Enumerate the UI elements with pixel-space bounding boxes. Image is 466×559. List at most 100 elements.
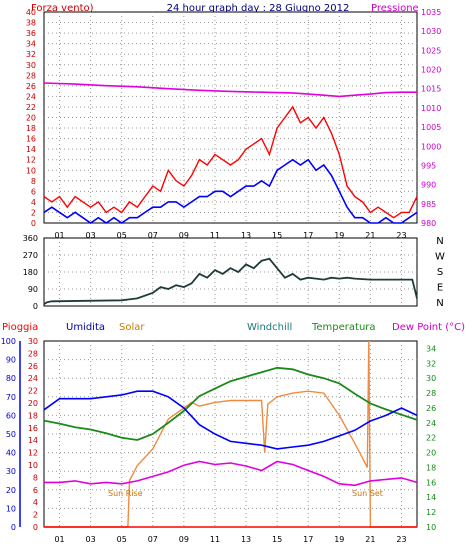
wind-speed-tick-label: 6 xyxy=(31,187,36,196)
humidity-tick-label: 30 xyxy=(6,467,16,476)
wind-speed-tick-label: 34 xyxy=(26,40,36,49)
pressure-tick-label: 1010 xyxy=(421,104,441,113)
direction-plot-area xyxy=(43,237,418,307)
temperature-ticks: 10 12 14 16 18 20 22 24 26 28 30 32 34 xyxy=(426,344,436,532)
wind-speed-tick-label: 18 xyxy=(26,124,36,133)
rain-tick-label: 18 xyxy=(28,411,38,420)
climate-plot-area xyxy=(43,340,418,528)
pressure-tick-label: 995 xyxy=(421,161,436,170)
pressure-tick-label: 980 xyxy=(421,219,436,228)
wind-speed-tick-label: 40 xyxy=(26,8,36,17)
wind-series xyxy=(43,82,418,224)
temperature-tick-label: 22 xyxy=(426,434,436,443)
compass-label: N xyxy=(436,298,443,309)
direction-tick-label: 0 xyxy=(33,302,38,311)
solar-line xyxy=(44,340,417,528)
hour-tick-label: 03 xyxy=(86,535,96,544)
wind-speed-tick-label: 32 xyxy=(26,50,36,59)
wind-gust-line xyxy=(43,105,418,219)
humidity-tick-label: 0 xyxy=(11,523,16,532)
wind-speed-tick-label: 26 xyxy=(26,82,36,91)
rain-tick-label: 28 xyxy=(28,349,38,358)
wind-speed-tick-label: 38 xyxy=(26,19,36,28)
pressure-tick-label: 1000 xyxy=(421,142,441,151)
temperature-tick-label: 26 xyxy=(426,404,436,413)
dewpoint-line xyxy=(44,460,418,487)
humidity-line xyxy=(43,390,418,450)
hour-tick-label: 17 xyxy=(303,231,313,240)
humidity-axis-label: Umidita xyxy=(66,322,105,333)
rain-tick-label: 16 xyxy=(28,424,38,433)
temperature-tick-label: 24 xyxy=(426,419,436,428)
humidity-tick-label: 10 xyxy=(6,504,16,513)
pressure-axis-label: Pressione xyxy=(371,3,419,14)
hour-tick-label: 11 xyxy=(210,231,220,240)
wind-speed-tick-label: 14 xyxy=(26,145,36,154)
hour-tick-label: 23 xyxy=(396,231,406,240)
hour-tick-label: 11 xyxy=(210,535,220,544)
pressure-ticks: 980 985 990 995 1000 1005 1010 1015 1020 1025 1030… xyxy=(421,8,441,228)
compass-label: E xyxy=(437,283,443,294)
wind-speed-tick-label: 10 xyxy=(26,166,36,175)
wind-direction-line xyxy=(43,257,418,305)
pressure-tick-label: 1005 xyxy=(421,123,441,132)
temperature-tick-label: 14 xyxy=(426,493,436,502)
hour-tick-label: 17 xyxy=(303,535,313,544)
rain-tick-label: 24 xyxy=(28,374,38,383)
wind-speed-tick-label: 2 xyxy=(31,208,36,217)
humidity-ticks: 0 10 20 30 40 50 60 70 80 90 100 xyxy=(1,337,16,532)
wind-hour-ticks: 01 03 05 07 09 11 13 15 17 19 21 23 xyxy=(54,231,406,240)
sunrise-annotation: Sun Rise xyxy=(108,489,143,498)
climate-hour-ticks: 01 03 05 07 09 11 13 15 17 19 21 23 xyxy=(54,535,406,544)
pressure-tick-label: 990 xyxy=(421,181,436,190)
hour-tick-label: 03 xyxy=(86,231,96,240)
direction-series xyxy=(43,257,418,305)
rain-tick-label: 0 xyxy=(33,523,38,532)
wind-speed-tick-label: 36 xyxy=(26,29,36,38)
hour-tick-label: 07 xyxy=(148,535,158,544)
wind-plot-area xyxy=(43,11,418,224)
compass-label: W xyxy=(435,252,445,263)
pressure-tick-label: 985 xyxy=(421,200,436,209)
direction-tick-label: 270 xyxy=(23,251,38,260)
pressure-tick-label: 1030 xyxy=(421,27,441,36)
direction-grid xyxy=(44,238,417,306)
hour-tick-label: 13 xyxy=(241,535,251,544)
temperature-line xyxy=(43,366,418,441)
hour-tick-label: 13 xyxy=(241,231,251,240)
direction-tick-label: 180 xyxy=(23,268,38,277)
wind-speed-tick-label: 28 xyxy=(26,71,36,80)
hour-tick-label: 19 xyxy=(334,231,344,240)
pressure-tick-label: 1025 xyxy=(421,46,441,55)
humidity-tick-label: 80 xyxy=(6,374,16,383)
temperature-axis-label: Temperatura xyxy=(311,322,376,333)
wind-speed-tick-label: 30 xyxy=(26,61,36,70)
rain-tick-label: 6 xyxy=(33,486,38,495)
humidity-tick-label: 100 xyxy=(1,337,16,346)
humidity-tick-label: 50 xyxy=(6,430,16,439)
sunset-annotation: Sun Set xyxy=(352,489,383,498)
hour-tick-label: 01 xyxy=(54,231,64,240)
temperature-tick-label: 16 xyxy=(426,478,436,487)
humidity-tick-label: 20 xyxy=(6,486,16,495)
climate-series xyxy=(43,340,418,528)
hour-tick-label: 15 xyxy=(272,231,282,240)
hour-tick-label: 15 xyxy=(272,535,282,544)
wind-speed-tick-label: 16 xyxy=(26,135,36,144)
humidity-tick-label: 60 xyxy=(6,411,16,420)
hour-tick-label: 01 xyxy=(54,535,64,544)
temperature-tick-label: 10 xyxy=(426,523,436,532)
wind-speed-tick-label: 22 xyxy=(26,103,36,112)
wind-speed-tick-label: 20 xyxy=(26,114,36,123)
wind-speed-tick-label: 4 xyxy=(31,198,36,207)
direction-tick-label: 360 xyxy=(23,234,38,243)
rain-tick-label: 10 xyxy=(28,461,38,470)
rain-axis-label: Pioggia xyxy=(2,322,38,333)
humidity-tick-label: 90 xyxy=(6,356,16,365)
rain-tick-label: 8 xyxy=(33,473,38,482)
